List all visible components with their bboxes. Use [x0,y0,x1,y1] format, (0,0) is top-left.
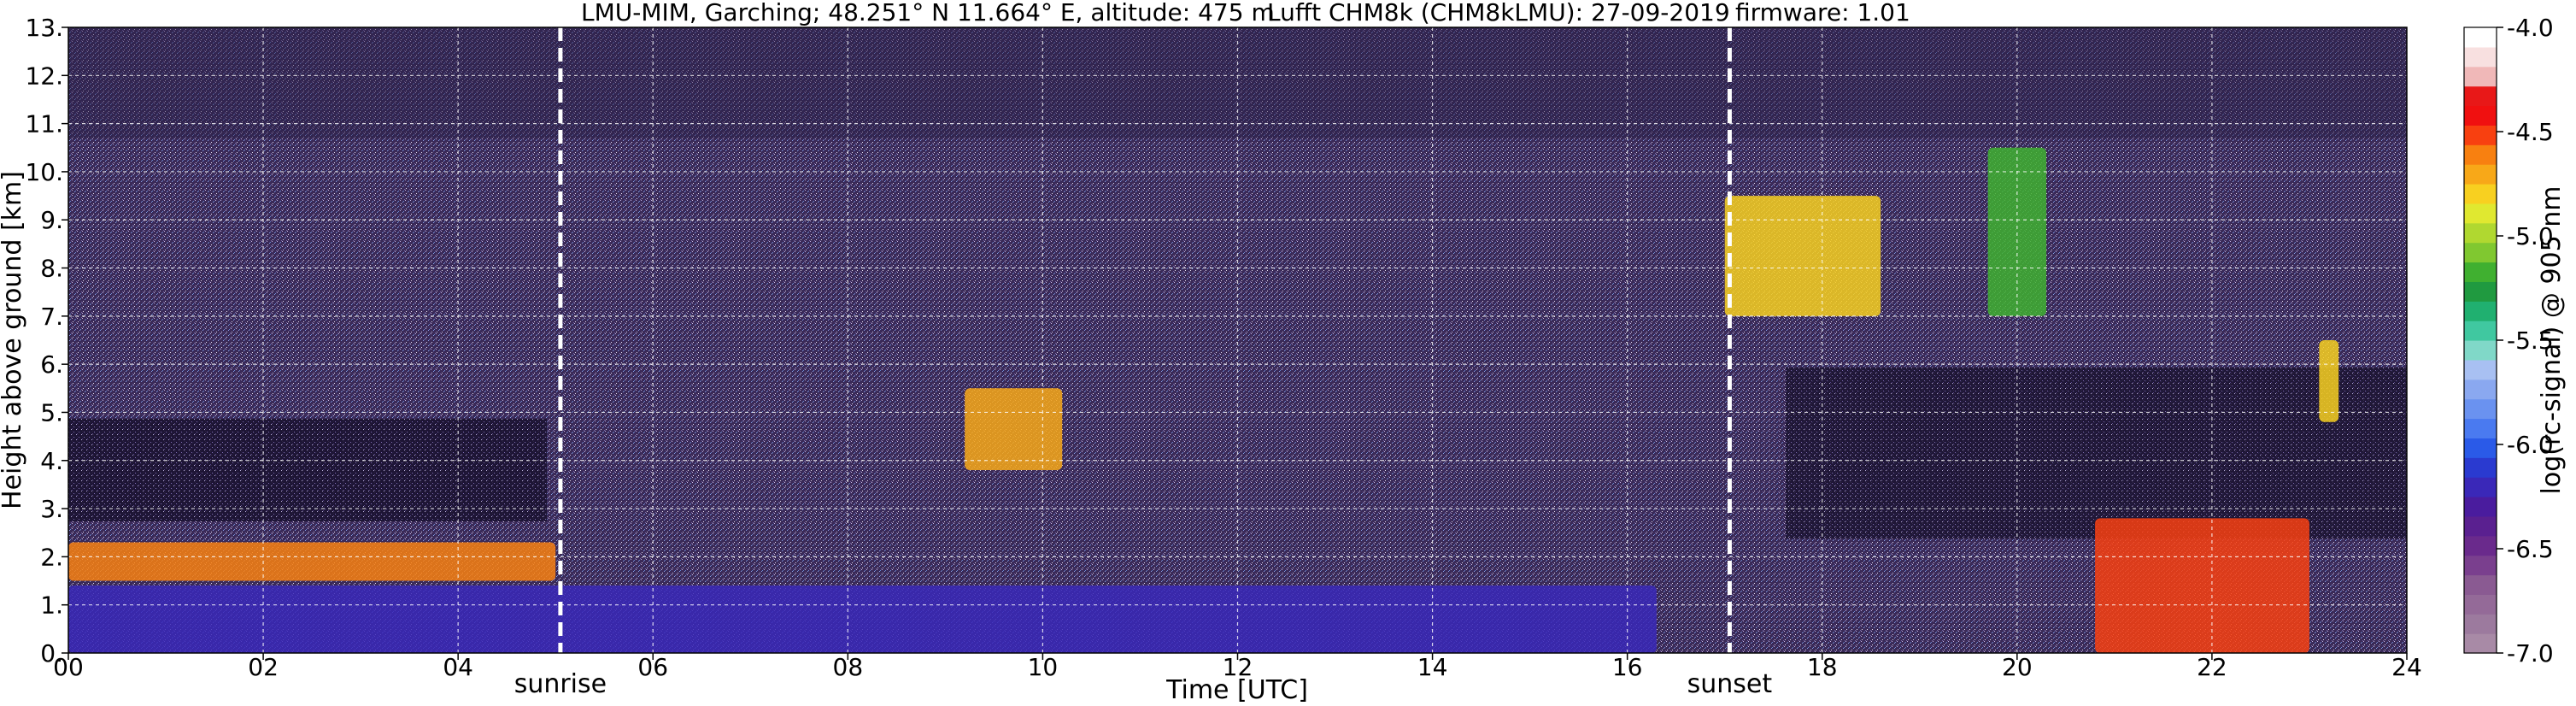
colorbar-segment-24 [2464,164,2497,185]
colorbar-segment-17 [2464,301,2497,321]
x-tick-label-4: 08 [833,653,864,681]
colorbar-segment-8 [2464,477,2497,497]
y-tick-label-6: 6. [40,350,63,379]
colorbar-segment-25 [2464,144,2497,165]
colorbar-segment-30 [2464,46,2497,68]
colorbar-segment-27 [2464,105,2497,126]
x-tick-label-12: 24 [2391,653,2422,681]
feature-0 [68,585,1657,653]
y-tick-label-3: 3. [40,495,63,523]
colorbar-segment-20 [2464,242,2497,263]
colorbar-segment-28 [2464,85,2497,107]
plot-area [68,27,2407,653]
y-tick-label-7: 7. [40,303,63,331]
colorbar-tick-label-6: -7.0 [2507,639,2554,668]
y-axis-ticks: 0. 1. 2. 3. 4. 5. 6. 7. 8. 9. 10. 11. 12. 13. [25,14,68,668]
colorbar-segment-7 [2464,497,2497,517]
time-markers: sunrise sunset [514,27,1773,699]
colorbar-segment-0 [2464,633,2497,654]
y-tick-label-11: 11. [25,110,63,138]
colorbar: -4.0 -4.5 -5.0 -5.5 -6.0 -6.5 -7.0 [2463,14,2554,668]
x-axis-label: Time [UTC] [1165,675,1308,705]
y-tick-label-13: 13. [25,14,63,42]
y-tick-label-4: 4. [40,447,63,475]
colorbar-segment-21 [2464,222,2497,244]
colorbar-segment-12 [2464,398,2497,420]
x-tick-label-10: 20 [2002,653,2033,681]
colorbar-tick-label-2: -5.0 [2507,222,2554,250]
y-tick-label-0: 0. [40,639,63,668]
x-tick-label-6: 12 [1223,653,1253,681]
grid [68,27,2407,653]
y-tick-label-9: 9. [40,206,63,234]
colorbar-tick-label-0: -4.0 [2507,14,2554,42]
y-tick-label-1: 1. [40,591,63,620]
x-tick-label-0: 00 [53,653,84,681]
y-tick-label-12: 12. [25,62,63,90]
colorbar-tick-label-5: -6.5 [2507,535,2554,563]
feature-5 [2095,518,2309,653]
colorbar-segment-9 [2464,457,2497,478]
night-background-left [68,419,547,521]
feature-6 [2319,340,2339,422]
colorbar-segment-5 [2464,535,2497,556]
colorbar-segment-22 [2464,203,2497,224]
y-tick-label-10: 10. [25,158,63,186]
colorbar-segment-4 [2464,555,2497,576]
colorbar-segment-23 [2464,184,2497,204]
x-tick-label-5: 10 [1028,653,1059,681]
y-tick-label-8: 8. [40,255,63,283]
colorbar-tick-label-4: -6.0 [2507,431,2554,459]
colorbar-segment-1 [2464,614,2497,634]
chart-title: LMU-MIM, Garching; 48.251° N 11.664° E, … [581,0,1910,26]
x-tick-label-7: 14 [1417,653,1448,681]
colorbar-segment-18 [2464,281,2497,302]
colorbar-segment-19 [2464,262,2497,282]
colorbar-segment-2 [2464,594,2497,615]
colorbar-tick-label-1: -4.5 [2507,118,2554,146]
x-axis-ticks: 00 02 04 06 08 10 12 14 16 18 20 22 24 [53,653,2422,681]
colorbar-label: log(rc-signal) @ 905 nm [2537,186,2567,495]
night-background-right [1786,368,2407,538]
colorbar-segment-3 [2464,574,2497,595]
colorbar-segment-10 [2464,438,2497,458]
marker-label-sunset: sunset [1687,669,1773,699]
feature-2 [965,388,1063,471]
x-tick-label-8: 16 [1612,653,1643,681]
colorbar-segment-13 [2464,379,2497,400]
y-axis-label: Height above ground [km] [0,171,27,509]
x-tick-label-1: 02 [248,653,279,681]
colorbar-segment-15 [2464,340,2497,361]
feature-4 [1987,147,2047,316]
colorbar-segment-6 [2464,515,2497,537]
colorbar-segment-31 [2464,27,2497,48]
feature-3 [1724,196,1881,316]
marker-label-sunrise: sunrise [514,669,607,699]
x-tick-label-9: 18 [1807,653,1838,681]
colorbar-segment-26 [2464,125,2497,145]
title-firmware: firmware: 1.01 [1735,0,1910,26]
x-tick-label-11: 22 [2197,653,2227,681]
title-site: LMU-MIM, Garching; 48.251° N 11.664° E, … [581,0,1275,26]
colorbar-tick-label-3: -5.5 [2507,327,2554,355]
x-tick-label-2: 04 [443,653,473,681]
feature-1 [68,542,556,581]
title-instrument: Lufft CHM8k (CHM8kLMU): 27-09-2019 [1267,0,1730,26]
y-tick-label-2: 2. [40,543,63,571]
colorbar-segment-11 [2464,418,2497,438]
feature-layer [68,147,2339,653]
colorbar-segment-16 [2464,321,2497,341]
x-tick-label-3: 06 [637,653,668,681]
y-tick-label-5: 5. [40,398,63,427]
colorbar-segment-29 [2464,66,2497,87]
colorbar-segment-14 [2464,359,2497,380]
